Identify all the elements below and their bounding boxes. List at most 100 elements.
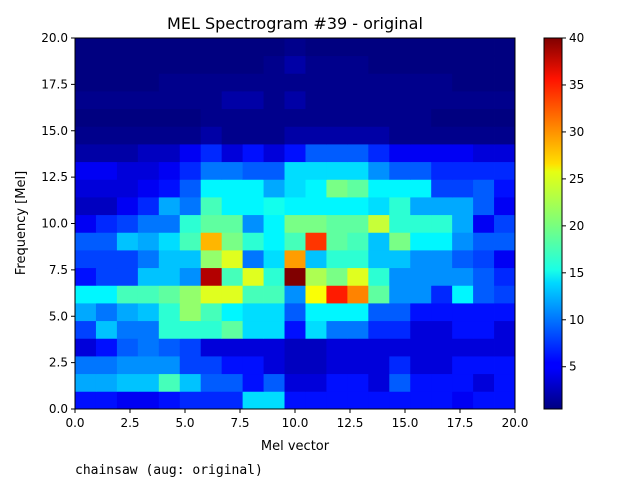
heatmap-cell bbox=[284, 214, 306, 233]
heatmap-cell bbox=[75, 356, 97, 375]
heatmap-cell bbox=[326, 391, 348, 410]
heatmap-cell bbox=[452, 144, 474, 163]
heatmap-cell bbox=[431, 356, 453, 375]
heatmap-cell bbox=[284, 144, 306, 163]
heatmap-cell bbox=[410, 320, 432, 339]
heatmap-cell bbox=[431, 391, 453, 410]
heatmap-cell bbox=[410, 161, 432, 180]
heatmap-cell bbox=[305, 38, 327, 57]
heatmap-cell bbox=[326, 179, 348, 198]
heatmap-cell bbox=[137, 73, 160, 92]
heatmap-cell bbox=[158, 267, 181, 286]
heatmap-cell bbox=[75, 73, 97, 92]
heatmap-cell bbox=[473, 232, 495, 251]
heatmap-cell bbox=[347, 73, 369, 92]
heatmap-cell bbox=[221, 338, 244, 357]
heatmap-cell bbox=[179, 91, 202, 110]
heatmap-cell bbox=[242, 108, 264, 127]
y-tick-label: 20.0 bbox=[41, 31, 68, 45]
heatmap-cell bbox=[326, 250, 348, 269]
heatmap-cell bbox=[179, 144, 202, 163]
heatmap-cell bbox=[326, 91, 348, 110]
heatmap-cell bbox=[137, 55, 160, 74]
heatmap-cell bbox=[284, 250, 306, 269]
heatmap-cell bbox=[200, 91, 223, 110]
heatmap-cell bbox=[347, 214, 369, 233]
heatmap-cell bbox=[179, 55, 202, 74]
heatmap-cell bbox=[494, 338, 516, 357]
heatmap-cell bbox=[242, 179, 264, 198]
heatmap-cell bbox=[263, 197, 285, 216]
heatmap-cell bbox=[389, 55, 411, 74]
heatmap-cell bbox=[95, 38, 118, 57]
heatmap-cell bbox=[368, 214, 390, 233]
heatmap-cell bbox=[284, 197, 306, 216]
heatmap-cell bbox=[473, 338, 495, 357]
heatmap-cell bbox=[305, 338, 327, 357]
heatmap-cell bbox=[95, 250, 118, 269]
heatmap-cell bbox=[263, 356, 285, 375]
heatmap-cell bbox=[368, 55, 390, 74]
x-tick-label: 17.5 bbox=[447, 416, 474, 430]
heatmap-cell bbox=[137, 214, 160, 233]
heatmap-cell bbox=[284, 126, 306, 145]
heatmap-cell bbox=[137, 338, 160, 357]
heatmap-cell bbox=[326, 108, 348, 127]
heatmap-cell bbox=[473, 214, 495, 233]
heatmap-cell bbox=[263, 126, 285, 145]
heatmap-cell bbox=[452, 214, 474, 233]
heatmap-cell bbox=[347, 320, 369, 339]
heatmap-cell bbox=[410, 179, 432, 198]
heatmap-cell bbox=[410, 108, 432, 127]
heatmap-cell bbox=[389, 391, 411, 410]
heatmap-cell bbox=[242, 197, 264, 216]
heatmap-cell bbox=[452, 108, 474, 127]
heatmap-cell bbox=[95, 285, 118, 304]
heatmap-cell bbox=[305, 232, 327, 251]
heatmap-cell bbox=[410, 38, 432, 57]
heatmap-cell bbox=[389, 91, 411, 110]
heatmap-cell bbox=[158, 373, 181, 392]
heatmap-cell bbox=[326, 320, 348, 339]
heatmap-cell bbox=[95, 73, 118, 92]
heatmap-cell bbox=[473, 126, 495, 145]
heatmap-cell bbox=[95, 161, 118, 180]
heatmap-cell bbox=[431, 91, 453, 110]
heatmap-cell bbox=[410, 232, 432, 251]
heatmap-cell bbox=[158, 197, 181, 216]
heatmap-cell bbox=[95, 338, 118, 357]
heatmap-cell bbox=[284, 38, 306, 57]
heatmap-cell bbox=[368, 197, 390, 216]
heatmap-cell bbox=[137, 126, 160, 145]
heatmap-cell bbox=[284, 73, 306, 92]
heatmap-cell bbox=[137, 232, 160, 251]
heatmap-cell bbox=[368, 179, 390, 198]
colorbar-tick-label: 25 bbox=[569, 172, 584, 186]
chart-title: MEL Spectrogram #39 - original bbox=[167, 14, 423, 33]
x-axis-label: Mel vector bbox=[261, 439, 330, 454]
heatmap-cell bbox=[389, 161, 411, 180]
heatmap-cell bbox=[137, 373, 160, 392]
heatmap-cell bbox=[242, 285, 264, 304]
heatmap-cell bbox=[284, 91, 306, 110]
heatmap-cell bbox=[158, 356, 181, 375]
heatmap-cell bbox=[410, 144, 432, 163]
heatmap-cell bbox=[200, 214, 223, 233]
heatmap-cell bbox=[473, 197, 495, 216]
heatmap-cell bbox=[179, 285, 202, 304]
heatmap-cell bbox=[221, 267, 244, 286]
heatmap-cell bbox=[347, 250, 369, 269]
heatmap-cell bbox=[305, 144, 327, 163]
heatmap-cell bbox=[116, 356, 139, 375]
y-tick-label: 10.0 bbox=[41, 217, 68, 231]
heatmap-cell bbox=[284, 232, 306, 251]
heatmap-cell bbox=[116, 320, 139, 339]
heatmap-cell bbox=[452, 126, 474, 145]
heatmap-cell bbox=[368, 303, 390, 322]
heatmap-cell bbox=[200, 161, 223, 180]
heatmap-cell bbox=[389, 73, 411, 92]
heatmap-cell bbox=[95, 232, 118, 251]
heatmap-cell bbox=[95, 320, 118, 339]
heatmap-cell bbox=[263, 144, 285, 163]
